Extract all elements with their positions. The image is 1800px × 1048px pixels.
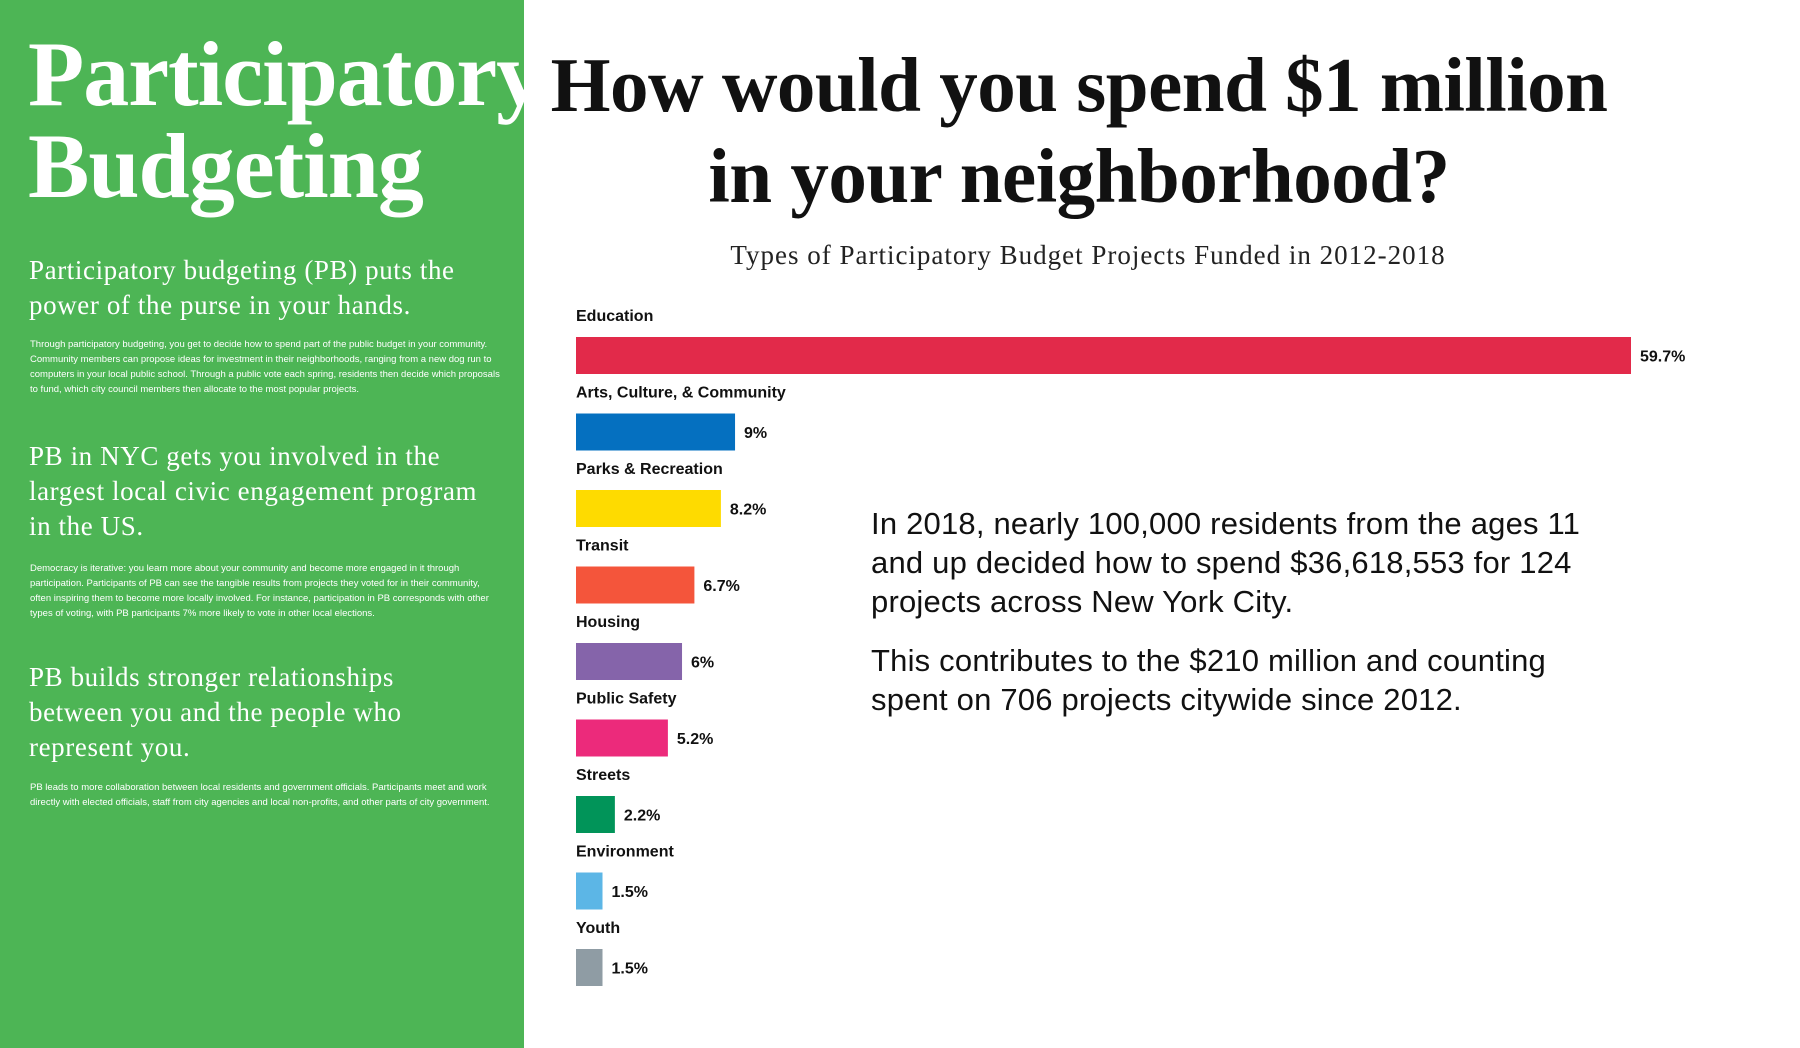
section-heading-1: Participatory budgeting (PB) puts the po… bbox=[29, 255, 455, 320]
value-label: 5.2% bbox=[677, 731, 713, 748]
bar bbox=[576, 643, 683, 680]
category-label: Youth bbox=[576, 920, 620, 937]
value-label: 6% bbox=[691, 655, 714, 672]
bar-chart: Education 59.7% Arts, Culture, & Community… bbox=[576, 308, 1685, 986]
bar bbox=[576, 413, 736, 451]
brand-title: Participatory Budgeting bbox=[28, 23, 542, 217]
category-label: Streets bbox=[576, 767, 630, 784]
section-heading-3: PB builds stronger relationships between… bbox=[29, 662, 402, 762]
category-label: Public Safety bbox=[576, 691, 677, 708]
page-title-line2: in your neighborhood? bbox=[708, 133, 1450, 219]
bar bbox=[576, 719, 668, 757]
bar bbox=[576, 872, 603, 910]
section-body-1: Through participatory budgeting, you get… bbox=[30, 339, 500, 395]
category-label: Housing bbox=[576, 614, 640, 631]
value-label: 1.5% bbox=[612, 961, 648, 978]
section-body-2: Democracy is iterative: you learn more a… bbox=[30, 563, 489, 619]
category-label: Arts, Culture, & Community bbox=[576, 385, 786, 402]
bar bbox=[576, 490, 721, 527]
stat-paragraph-1: In 2018, nearly 100,000 residents from t… bbox=[871, 506, 1581, 619]
section-body-3: PB leads to more collaboration between l… bbox=[30, 782, 490, 808]
value-label: 1.5% bbox=[612, 884, 648, 901]
brand-title-line1: Participatory bbox=[28, 23, 542, 125]
value-label: 59.7% bbox=[1640, 349, 1685, 366]
main-panel: How would you spend $1 million in your n… bbox=[524, 0, 1800, 1048]
category-label: Transit bbox=[576, 538, 629, 555]
bar bbox=[576, 796, 615, 833]
stat-paragraph-2: This contributes to the $210 million and… bbox=[871, 643, 1546, 717]
brand-title-line2: Budgeting bbox=[28, 115, 424, 217]
bar bbox=[576, 566, 695, 604]
value-label: 6.7% bbox=[703, 578, 739, 595]
category-label: Parks & Recreation bbox=[576, 461, 723, 478]
section-heading-2: PB in NYC gets you involved in the large… bbox=[29, 441, 478, 541]
page-title: How would you spend $1 million in your n… bbox=[548, 40, 1610, 222]
chart-title: Types of Participatory Budget Projects F… bbox=[730, 240, 1446, 270]
value-label: 2.2% bbox=[624, 808, 660, 825]
value-label: 8.2% bbox=[730, 502, 766, 519]
page-title-line1: How would you spend $1 million bbox=[550, 42, 1608, 128]
sidebar-panel: Participatory Budgeting Participatory bu… bbox=[0, 0, 542, 1048]
bar bbox=[576, 949, 603, 986]
value-label: 9% bbox=[744, 425, 767, 442]
category-label: Education bbox=[576, 308, 653, 325]
category-label: Environment bbox=[576, 844, 674, 861]
bar bbox=[576, 337, 1631, 374]
